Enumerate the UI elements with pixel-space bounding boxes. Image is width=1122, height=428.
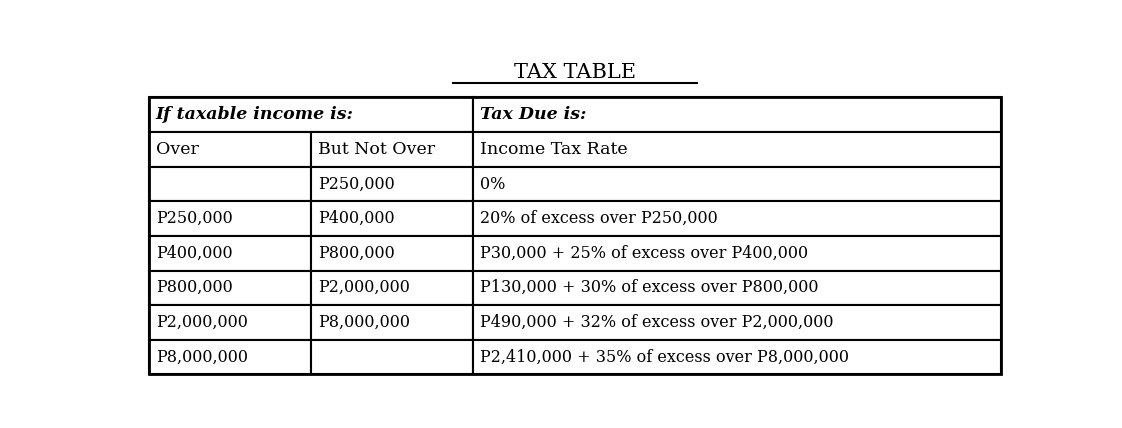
- Text: P2,000,000: P2,000,000: [318, 279, 410, 296]
- Bar: [311, 132, 472, 167]
- Text: Over: Over: [156, 141, 199, 158]
- Text: Tax Due is:: Tax Due is:: [480, 106, 586, 123]
- Text: P8,000,000: P8,000,000: [318, 314, 410, 331]
- Bar: [472, 236, 1001, 270]
- Text: 20% of excess over P250,000: 20% of excess over P250,000: [480, 210, 717, 227]
- Bar: [311, 270, 472, 305]
- Bar: [311, 305, 472, 340]
- Bar: [472, 98, 1001, 132]
- Bar: [311, 201, 472, 236]
- Bar: [472, 167, 1001, 201]
- Bar: [149, 340, 311, 374]
- Text: TAX TABLE: TAX TABLE: [514, 63, 636, 82]
- Bar: [311, 236, 472, 270]
- Bar: [311, 340, 472, 374]
- Text: P400,000: P400,000: [156, 245, 232, 262]
- Text: P30,000 + 25% of excess over P400,000: P30,000 + 25% of excess over P400,000: [480, 245, 808, 262]
- Bar: [149, 167, 311, 201]
- Text: P250,000: P250,000: [156, 210, 232, 227]
- Text: P2,410,000 + 35% of excess over P8,000,000: P2,410,000 + 35% of excess over P8,000,0…: [480, 348, 848, 366]
- Text: But Not Over: But Not Over: [318, 141, 435, 158]
- Text: P8,000,000: P8,000,000: [156, 348, 248, 366]
- Bar: [149, 132, 311, 167]
- Text: If taxable income is:: If taxable income is:: [156, 106, 353, 123]
- Bar: [472, 305, 1001, 340]
- Text: P2,000,000: P2,000,000: [156, 314, 248, 331]
- Text: Income Tax Rate: Income Tax Rate: [480, 141, 627, 158]
- Text: P800,000: P800,000: [318, 245, 395, 262]
- Bar: [149, 98, 1001, 374]
- Text: P490,000 + 32% of excess over P2,000,000: P490,000 + 32% of excess over P2,000,000: [480, 314, 834, 331]
- Bar: [472, 201, 1001, 236]
- Text: P800,000: P800,000: [156, 279, 232, 296]
- Text: P400,000: P400,000: [318, 210, 395, 227]
- Text: 0%: 0%: [480, 175, 505, 193]
- Bar: [149, 305, 311, 340]
- Bar: [472, 270, 1001, 305]
- Text: P250,000: P250,000: [318, 175, 395, 193]
- Bar: [472, 132, 1001, 167]
- Text: P130,000 + 30% of excess over P800,000: P130,000 + 30% of excess over P800,000: [480, 279, 818, 296]
- Bar: [472, 340, 1001, 374]
- Bar: [149, 98, 472, 132]
- Bar: [149, 201, 311, 236]
- Bar: [149, 270, 311, 305]
- Bar: [149, 236, 311, 270]
- Bar: [311, 167, 472, 201]
